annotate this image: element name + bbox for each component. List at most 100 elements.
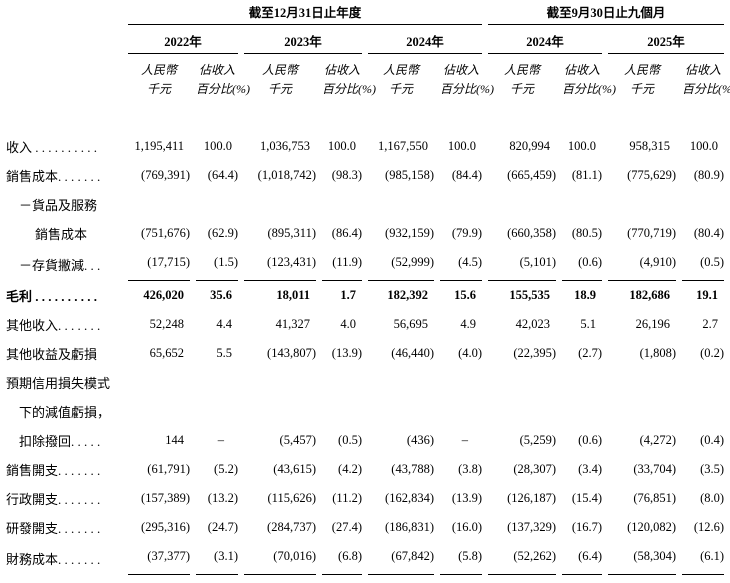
cell-value: (61,791) — [147, 462, 190, 476]
cell-value: (70,016) — [244, 542, 316, 575]
cell-value: (79.9) — [451, 226, 483, 240]
cell-value: (52,999) — [368, 248, 434, 281]
subheader-pct-unit: 百分比(%) — [440, 82, 494, 96]
cell-value: 56,695 — [393, 317, 428, 331]
cell-value: (13.2) — [207, 491, 238, 505]
cell-value: 5.1 — [580, 317, 597, 331]
cell-value: (3.5) — [700, 462, 725, 476]
cell-value: 41,327 — [275, 317, 310, 331]
table-row: 毛利 . . . . . . . . . . 426,020 35.6 18,011 1… — [6, 281, 724, 310]
cell-value: (33,704) — [633, 462, 677, 476]
cell-value: (665,459) — [507, 168, 557, 182]
cell-value: (157,389) — [141, 491, 190, 505]
cell-value: (660,358) — [507, 226, 557, 240]
cell-value: (0.4) — [700, 433, 725, 447]
cell-value: (123,431) — [244, 248, 316, 281]
cell-value: (0.2) — [700, 346, 725, 360]
cell-value: (769,391) — [141, 168, 190, 182]
table-row: 行政開支. . . . . . . (157,389) (13.2) (115,626… — [6, 484, 724, 513]
cell-value — [368, 190, 434, 219]
cell-value: (27.4) — [331, 520, 362, 534]
cell-value — [440, 368, 482, 397]
cell-value: 19.1 — [696, 288, 719, 302]
cell-value: (62.9) — [207, 226, 238, 240]
row-label: 扣除撥回. . . . . — [19, 434, 101, 449]
cell-value: 15.6 — [454, 288, 477, 302]
cell-value: 2.7 — [702, 317, 719, 331]
row-label: 收入 . . . . . . . . . . — [6, 140, 98, 155]
cell-value: (86.4) — [331, 226, 362, 240]
row-label: 銷售成本. . . . . . . — [6, 169, 101, 184]
subheader-row-2: 千元 百分比(%) 千元 百分比(%) 千元 百分比(%) 千元 百分比(%) … — [6, 78, 730, 99]
row-label: 其他收入. . . . . . . — [6, 318, 101, 333]
cell-value: (16.0) — [451, 520, 483, 534]
subheader-pct: 佔收入 — [443, 63, 480, 77]
year-header-2023: 2023年 — [244, 25, 362, 54]
cell-value: (985,158) — [385, 168, 434, 182]
cell-value — [562, 368, 602, 397]
cell-value: (80.5) — [571, 226, 603, 240]
row-label: 預期信用損失模式 — [6, 376, 111, 391]
cell-value: (0.5) — [682, 248, 725, 281]
cell-value — [322, 368, 362, 397]
row-label: 其他收益及虧損 — [6, 347, 98, 362]
cell-value — [682, 190, 724, 219]
cell-value — [196, 397, 238, 426]
cell-value: 100.0 — [327, 139, 356, 153]
subheader-rmb: 人民幣 — [140, 63, 177, 77]
cell-value: (8.0) — [700, 491, 725, 505]
cell-value: (126,187) — [507, 491, 557, 505]
cell-value: (4,910) — [608, 248, 677, 281]
cell-value: (43,615) — [273, 462, 316, 476]
cell-value: 4.0 — [340, 317, 356, 331]
cell-value: 155,535 — [509, 288, 551, 302]
col-group-nine-months: 截至9月30日止九個月 — [488, 2, 725, 25]
cell-value: 1.7 — [340, 288, 356, 302]
cell-value: (137,329) — [507, 520, 557, 534]
cell-value: (13.9) — [331, 346, 362, 360]
year-header-2025-9m: 2025年 — [608, 25, 725, 54]
cell-value: (4.5) — [440, 248, 483, 281]
subheader-rmb: 人民幣 — [382, 63, 419, 77]
row-label: 行政開支. . . . . . . — [6, 492, 101, 507]
cell-value: 52,248 — [149, 317, 184, 331]
cell-value — [322, 190, 362, 219]
cell-value: (98.3) — [331, 168, 362, 182]
cell-value: (0.6) — [578, 433, 603, 447]
subheader-rmb: 人民幣 — [504, 63, 541, 77]
cell-value: 42,023 — [515, 317, 551, 331]
cell-value — [322, 397, 362, 426]
cell-value: (775,629) — [627, 168, 677, 182]
cell-value: (162,834) — [385, 491, 434, 505]
cell-value: (11.2) — [332, 491, 362, 505]
cell-value: (58,304) — [608, 542, 677, 575]
cell-value: (6.8) — [322, 542, 362, 575]
cell-value: (284,737) — [267, 520, 316, 534]
cell-value: (1,808) — [639, 346, 677, 360]
cell-value — [128, 368, 190, 397]
cell-value: 426,020 — [143, 288, 184, 302]
empty-corner-cell — [6, 2, 122, 25]
cell-value: (24.7) — [207, 520, 238, 534]
cell-value — [196, 190, 238, 219]
table-row: 收入 . . . . . . . . . . 1,195,411 100.0 1,03… — [6, 132, 724, 161]
cell-value — [682, 397, 724, 426]
cell-value: (0.6) — [562, 248, 603, 281]
row-label: 財務成本. . . . . . . — [6, 552, 101, 567]
col-group-year-ended: 截至12月31日止年度 — [128, 2, 483, 25]
cell-value — [244, 190, 316, 219]
subheader-row-1: 人民幣 佔收入 人民幣 佔收入 人民幣 佔收入 人民幣 佔收入 人民幣 佔收入 — [6, 54, 724, 78]
cell-value — [608, 397, 676, 426]
cell-value: (80.4) — [693, 226, 725, 240]
cell-value: (5.8) — [440, 542, 483, 575]
table-body: 收入 . . . . . . . . . . 1,195,411 100.0 1,03… — [6, 99, 725, 575]
cell-value — [488, 368, 556, 397]
table-row: 其他收益及虧損 65,652 5.5 (143,807) (13.9) (46,440) (… — [6, 339, 724, 368]
cell-value — [440, 190, 482, 219]
cell-value: (16.7) — [571, 520, 603, 534]
subheader-rmb-unit: 千元 — [388, 82, 413, 96]
cell-value: (6.4) — [562, 542, 603, 575]
row-label: 銷售開支. . . . . . . — [6, 463, 101, 478]
cell-value — [244, 397, 316, 426]
cell-value: 100.0 — [689, 139, 719, 153]
